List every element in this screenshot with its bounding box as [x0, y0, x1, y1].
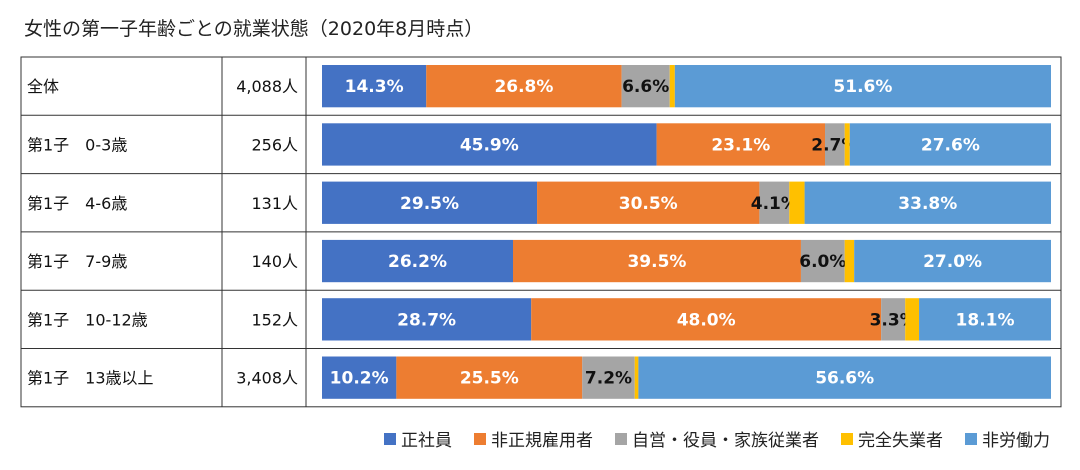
bar-segment: [881, 298, 906, 341]
bar-segment: [905, 298, 920, 341]
count-label: 131人: [251, 194, 298, 213]
data-label: 23.1%: [711, 135, 770, 155]
bar-segment: [322, 298, 532, 341]
bar-segment: [634, 356, 639, 399]
data-label: 6.6%: [622, 77, 669, 97]
bar-segment: [804, 181, 1051, 224]
chart-title: 女性の第一子年齢ごとの就業状態（2020年8月時点）: [24, 18, 484, 40]
category-label: 第1子 0-3歳: [27, 135, 127, 154]
bar-segment: [531, 298, 882, 341]
data-label: 26.8%: [494, 77, 553, 97]
count-label: 140人: [251, 252, 298, 271]
bar-segment: [512, 239, 801, 283]
legend-item: 自営・役員・家族従業者: [615, 426, 819, 451]
bar-segment: [669, 65, 675, 108]
bar-segment: [759, 181, 790, 224]
data-label: 45.9%: [460, 135, 519, 155]
bar-segment: [322, 65, 427, 108]
legend-swatch: [474, 432, 486, 445]
legend-swatch: [615, 432, 627, 445]
legend-label: 非正規雇用者: [491, 431, 593, 451]
data-label: 26.2%: [388, 252, 447, 272]
count-label: 4,088人: [236, 77, 298, 96]
legend-swatch: [384, 432, 396, 445]
bar-segment: [844, 123, 850, 166]
stacked-bar-chart: 全体 4,088人 14.3% 26.8% 6.6% 51.6% 第1子 0-3歳 256人 4…: [20, 56, 1062, 408]
category-label: 第1子 4-6歳: [27, 194, 127, 213]
bar-segment: [919, 298, 1051, 341]
category-label: 全体: [27, 77, 59, 96]
category-label: 第1子 7-9歳: [27, 252, 127, 271]
bar-segment: [638, 356, 1051, 399]
bar-segment: [849, 123, 1051, 166]
data-label: 28.7%: [397, 310, 456, 330]
bar-segment: [322, 239, 513, 283]
data-label: 27.6%: [921, 135, 980, 155]
data-label: 30.5%: [619, 194, 678, 214]
bar-segment: [322, 181, 538, 224]
bar-segment: [656, 123, 826, 166]
data-label: 27.0%: [923, 252, 982, 272]
data-label: 29.5%: [400, 194, 459, 214]
count-label: 152人: [251, 310, 298, 329]
data-label: 7.2%: [585, 369, 632, 389]
category-label: 第1子 10-12歳: [27, 310, 148, 329]
bar-segment: [621, 65, 670, 108]
data-label: 39.5%: [627, 252, 686, 272]
data-label: 4.1%: [751, 194, 798, 214]
legend-swatch: [965, 432, 977, 445]
data-label: 51.6%: [833, 77, 892, 97]
count-label: 256人: [251, 135, 298, 154]
bar-segment: [426, 65, 622, 108]
data-label: 18.1%: [956, 310, 1015, 330]
data-label: 56.6%: [815, 369, 874, 389]
bar-segment: [800, 239, 845, 283]
bar-segment: [537, 181, 760, 224]
legend-label: 非労働力: [982, 431, 1050, 451]
bar-segment: [396, 356, 583, 399]
bar-segment: [854, 239, 1051, 283]
data-label: 48.0%: [677, 310, 736, 330]
legend-swatch: [841, 432, 853, 445]
bar-segment: [789, 181, 805, 224]
bar-segment: [825, 123, 845, 166]
data-label: 6.0%: [799, 252, 846, 272]
bar-segment: [844, 239, 855, 283]
legend-item: 正社員: [384, 426, 452, 451]
data-label: 10.2%: [330, 369, 389, 389]
bar-segment: [582, 356, 635, 399]
legend-item: 非労働力: [965, 426, 1050, 451]
legend-item: 完全失業者: [841, 426, 943, 451]
bar-segment: [322, 123, 657, 166]
legend-item: 非正規雇用者: [474, 426, 593, 451]
data-label: 14.3%: [345, 77, 404, 97]
legend: 正社員 非正規雇用者 自営・役員・家族従業者 完全失業者 非労働力: [384, 426, 1050, 451]
legend-label: 完全失業者: [858, 431, 943, 451]
data-label: 25.5%: [460, 369, 519, 389]
bar-segment: [674, 65, 1051, 108]
count-label: 3,408人: [236, 369, 298, 388]
category-label: 第1子 13歳以上: [27, 369, 154, 388]
legend-label: 自営・役員・家族従業者: [632, 431, 819, 451]
data-label: 3.3%: [870, 310, 917, 330]
legend-label: 正社員: [401, 431, 452, 451]
data-label: 33.8%: [898, 194, 957, 214]
bar-segment: [322, 356, 397, 399]
